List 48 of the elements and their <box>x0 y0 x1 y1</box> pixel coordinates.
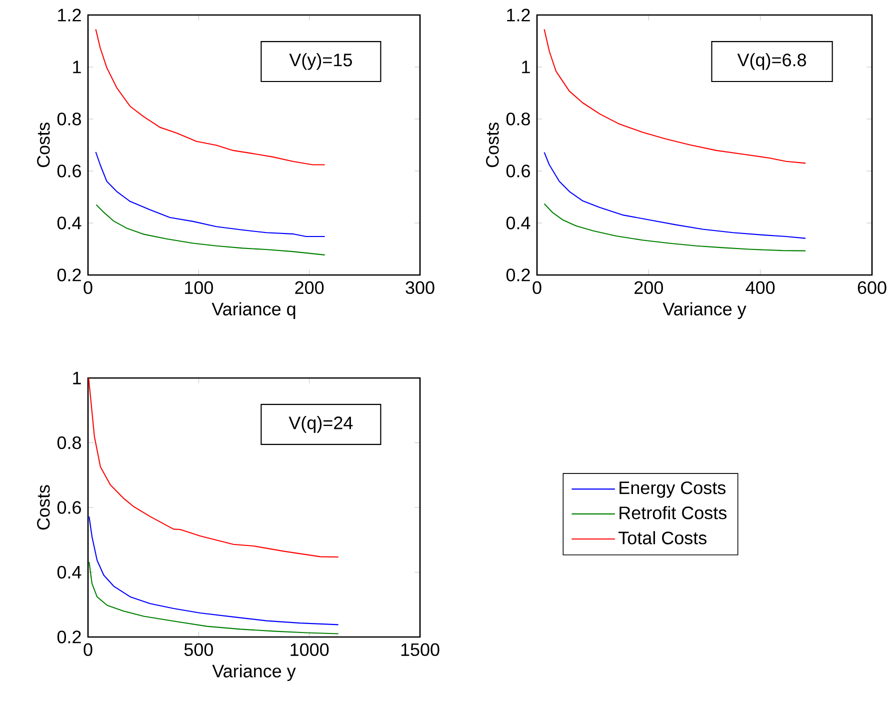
x-axis-title: Variance y <box>662 302 746 320</box>
y-tick-label: 1 <box>522 60 530 74</box>
line-series <box>544 152 806 239</box>
line-series <box>544 28 806 164</box>
line-series <box>88 561 339 634</box>
x-tick-label: 1000 <box>290 643 329 656</box>
y-tick-label: 0.2 <box>57 268 81 282</box>
x-tick-label: 1500 <box>401 643 440 656</box>
x-axis-title: Variance q <box>212 302 296 320</box>
annotation: V(y)=15 <box>289 53 352 70</box>
y-tick-label: 0.8 <box>57 112 81 126</box>
y-tick-label: 1 <box>73 60 81 74</box>
x-tick-label: 0 <box>84 643 92 656</box>
annotation: V(q)=24 <box>288 416 353 433</box>
legend-label: Energy Costs <box>620 481 726 498</box>
y-tick-label: 0.6 <box>57 501 81 514</box>
line-series <box>95 151 326 238</box>
line-series <box>88 516 339 626</box>
y-tick-label: 0.8 <box>57 436 81 450</box>
y-tick-label: 0.6 <box>57 164 81 178</box>
legend-label: Total Costs <box>618 531 706 544</box>
x-tick-label: 200 <box>634 281 663 294</box>
y-tick-label: 0.6 <box>506 164 530 178</box>
x-tick-label: 300 <box>406 281 434 294</box>
y-tick-label: 1.2 <box>507 8 530 22</box>
y-tick-label: 0.4 <box>506 216 530 230</box>
line-series <box>96 204 326 256</box>
x-tick-label: 600 <box>858 281 886 294</box>
x-tick-label: 200 <box>295 281 324 294</box>
x-tick-label: 0 <box>84 281 92 294</box>
y-tick-label: 0.4 <box>57 566 82 579</box>
y-tick-label: 1.2 <box>58 8 81 22</box>
x-tick-label: 0 <box>532 281 542 294</box>
line-series <box>544 203 806 252</box>
y-axis-title: Costs <box>37 122 50 168</box>
annotation: V(q)=6.8 <box>737 53 806 70</box>
x-tick-label: 100 <box>185 281 213 294</box>
x-tick-label: 500 <box>184 643 213 656</box>
x-axis-title: Variance y <box>212 664 296 682</box>
y-axis-title: Costs <box>37 485 50 530</box>
y-tick-label: 0.4 <box>57 216 82 230</box>
y-tick-label: 1 <box>73 372 81 384</box>
legend-label: Retrofit Costs <box>620 506 726 520</box>
y-axis-title: Costs <box>486 122 499 168</box>
y-tick-label: 0.2 <box>57 630 81 644</box>
y-tick-label: 0.8 <box>506 112 530 126</box>
x-tick-label: 400 <box>746 281 775 294</box>
y-tick-label: 0.2 <box>506 268 530 282</box>
